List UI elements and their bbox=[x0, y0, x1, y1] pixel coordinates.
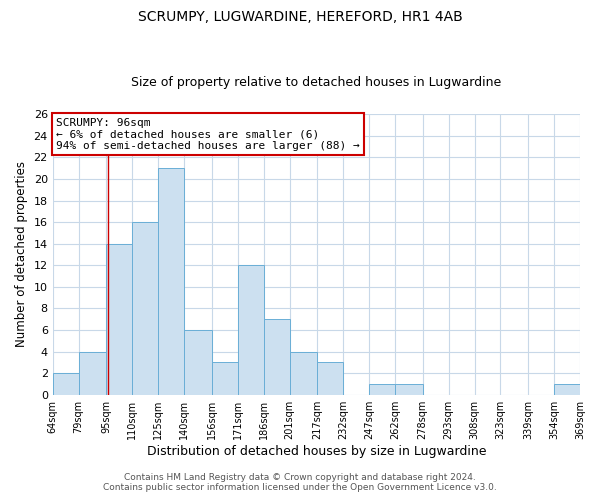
Bar bbox=[317, 362, 343, 394]
Bar bbox=[158, 168, 184, 394]
Bar bbox=[290, 352, 317, 395]
Bar bbox=[53, 373, 79, 394]
Bar bbox=[132, 222, 158, 394]
Text: SCRUMPY: 96sqm
← 6% of detached houses are smaller (6)
94% of semi-detached hous: SCRUMPY: 96sqm ← 6% of detached houses a… bbox=[56, 118, 360, 150]
Text: SCRUMPY, LUGWARDINE, HEREFORD, HR1 4AB: SCRUMPY, LUGWARDINE, HEREFORD, HR1 4AB bbox=[137, 10, 463, 24]
Bar bbox=[238, 266, 263, 394]
Bar bbox=[184, 330, 212, 394]
Bar bbox=[79, 352, 106, 395]
Bar bbox=[554, 384, 580, 394]
Bar bbox=[106, 244, 132, 394]
Bar bbox=[263, 319, 290, 394]
X-axis label: Distribution of detached houses by size in Lugwardine: Distribution of detached houses by size … bbox=[146, 444, 486, 458]
Y-axis label: Number of detached properties: Number of detached properties bbox=[15, 162, 28, 348]
Title: Size of property relative to detached houses in Lugwardine: Size of property relative to detached ho… bbox=[131, 76, 502, 90]
Bar bbox=[395, 384, 422, 394]
Text: Contains HM Land Registry data © Crown copyright and database right 2024.
Contai: Contains HM Land Registry data © Crown c… bbox=[103, 473, 497, 492]
Bar bbox=[369, 384, 395, 394]
Bar bbox=[212, 362, 238, 394]
